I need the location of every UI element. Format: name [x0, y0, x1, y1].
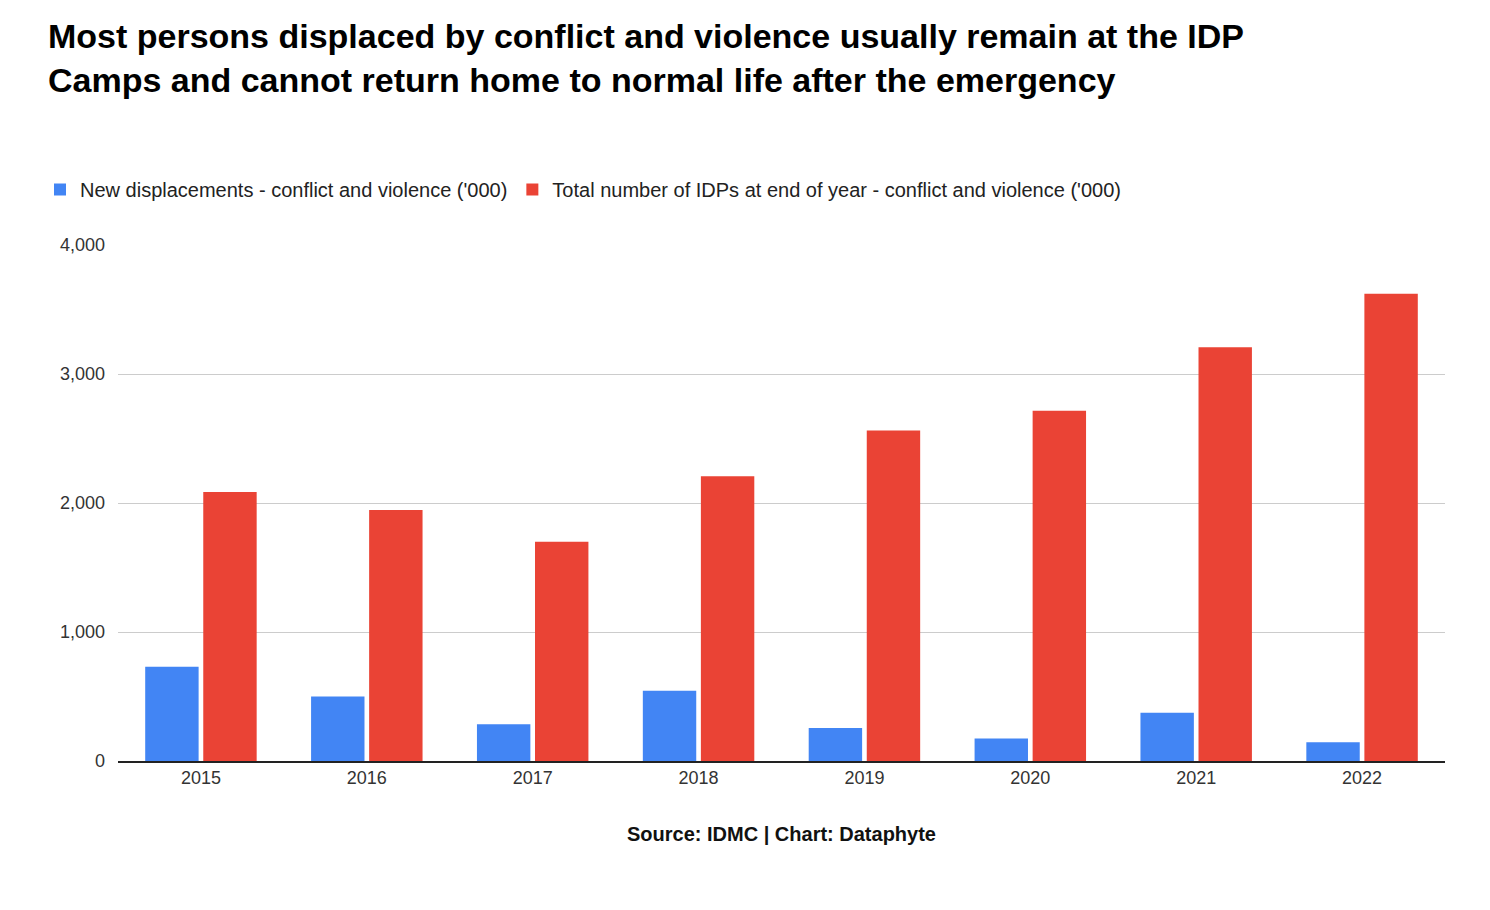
svg-text:2,000: 2,000 — [60, 493, 105, 513]
svg-text:0: 0 — [95, 751, 105, 771]
svg-text:2016: 2016 — [347, 768, 387, 788]
svg-text:Most persons displaced by conf: Most persons displaced by conflict and v… — [48, 17, 1244, 99]
svg-text:3,000: 3,000 — [60, 364, 105, 384]
svg-text:New displacements - conflict a: New displacements - conflict and violenc… — [80, 179, 507, 201]
svg-text:2021: 2021 — [1176, 768, 1216, 788]
svg-text:4,000: 4,000 — [60, 235, 105, 255]
svg-text:2015: 2015 — [181, 768, 221, 788]
svg-text:Total number of IDPs at end of: Total number of IDPs at end of year - co… — [552, 179, 1121, 201]
svg-text:2019: 2019 — [844, 768, 884, 788]
svg-text:2018: 2018 — [679, 768, 719, 788]
svg-text:2020: 2020 — [1010, 768, 1050, 788]
svg-text:Source: IDMC | Chart: Dataphyt: Source: IDMC | Chart: Dataphyte — [627, 823, 936, 845]
svg-text:2017: 2017 — [513, 768, 553, 788]
svg-text:2022: 2022 — [1342, 768, 1382, 788]
svg-text:1,000: 1,000 — [60, 622, 105, 642]
